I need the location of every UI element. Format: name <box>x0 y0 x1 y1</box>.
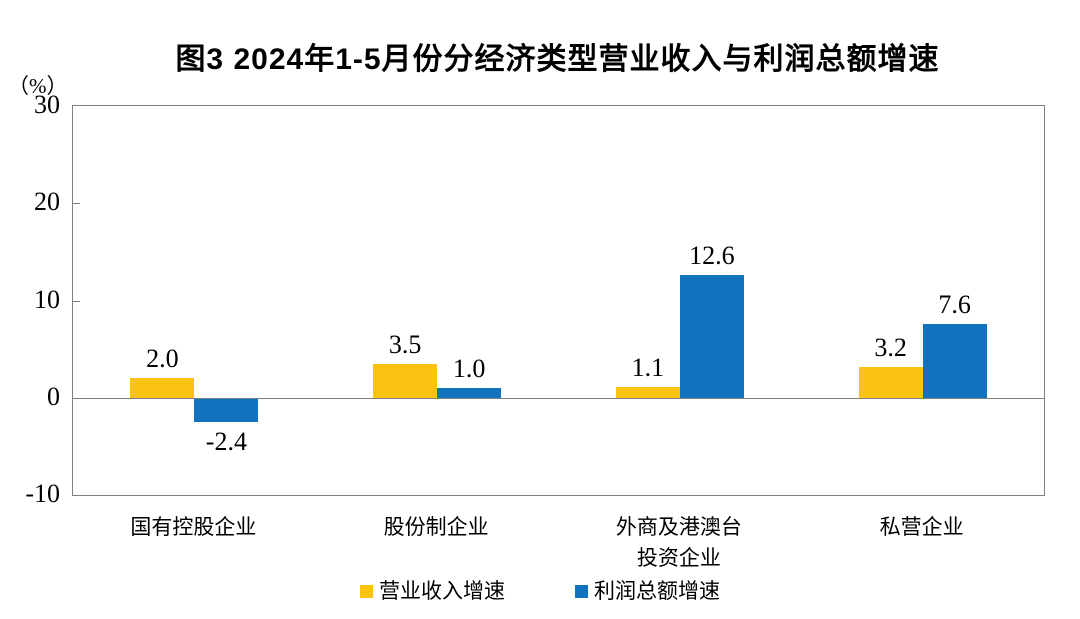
data-label-revenue-3: 3.2 <box>874 332 907 362</box>
y-tick-label: 20 <box>34 187 60 217</box>
data-label-revenue-1: 3.5 <box>388 329 422 359</box>
data-label-profit-2: 12.6 <box>689 241 735 271</box>
category-label-3: 私营企业 <box>879 515 964 539</box>
bar-profit-1 <box>437 388 502 398</box>
data-label-profit-0: -2.4 <box>205 427 247 457</box>
legend-item-profit: 利润总额增速 <box>575 581 720 602</box>
bar-revenue-0 <box>130 378 195 398</box>
y-tick-mark <box>73 203 80 205</box>
bar-profit-0 <box>194 398 259 423</box>
bar-revenue-1 <box>373 363 438 398</box>
zero-gridline <box>73 397 1044 399</box>
y-axis-unit-label: （%） <box>8 74 68 98</box>
y-tick-label: 10 <box>34 284 60 314</box>
category-label-2: 外商及港澳台 投资企业 <box>615 515 742 570</box>
y-tick-label: -10 <box>25 479 60 508</box>
bar-revenue-3 <box>858 366 923 398</box>
bar-profit-3 <box>922 323 987 398</box>
plot-area: 2.0 3.5 1.1 3.2 -2.4 1.0 12.6 7.6 <box>72 105 1045 496</box>
bar-revenue-2 <box>615 387 680 398</box>
category-label-0: 国有控股企业 <box>130 515 257 539</box>
chart-title: 图3 2024年1-5月份分经济类型营业收入与利润总额增速 <box>175 43 940 76</box>
legend-label-revenue: 营业收入增速 <box>379 579 505 603</box>
legend-swatch-profit-icon <box>575 585 588 598</box>
legend: 营业收入增速 利润总额增速 <box>0 581 1080 602</box>
category-label-1: 股份制企业 <box>383 515 489 539</box>
y-tick-label: 30 <box>34 90 60 119</box>
legend-label-profit: 利润总额增速 <box>594 579 720 603</box>
bar-profit-2 <box>679 275 744 398</box>
legend-item-revenue: 营业收入增速 <box>360 581 505 602</box>
data-label-revenue-2: 1.1 <box>631 353 665 383</box>
y-tick-label: 0 <box>47 381 60 411</box>
data-label-revenue-0: 2.0 <box>146 344 179 374</box>
data-label-profit-1: 1.0 <box>452 354 486 384</box>
data-label-profit-3: 7.6 <box>938 289 971 319</box>
legend-swatch-revenue-icon <box>360 585 373 598</box>
y-tick-mark <box>73 300 80 302</box>
